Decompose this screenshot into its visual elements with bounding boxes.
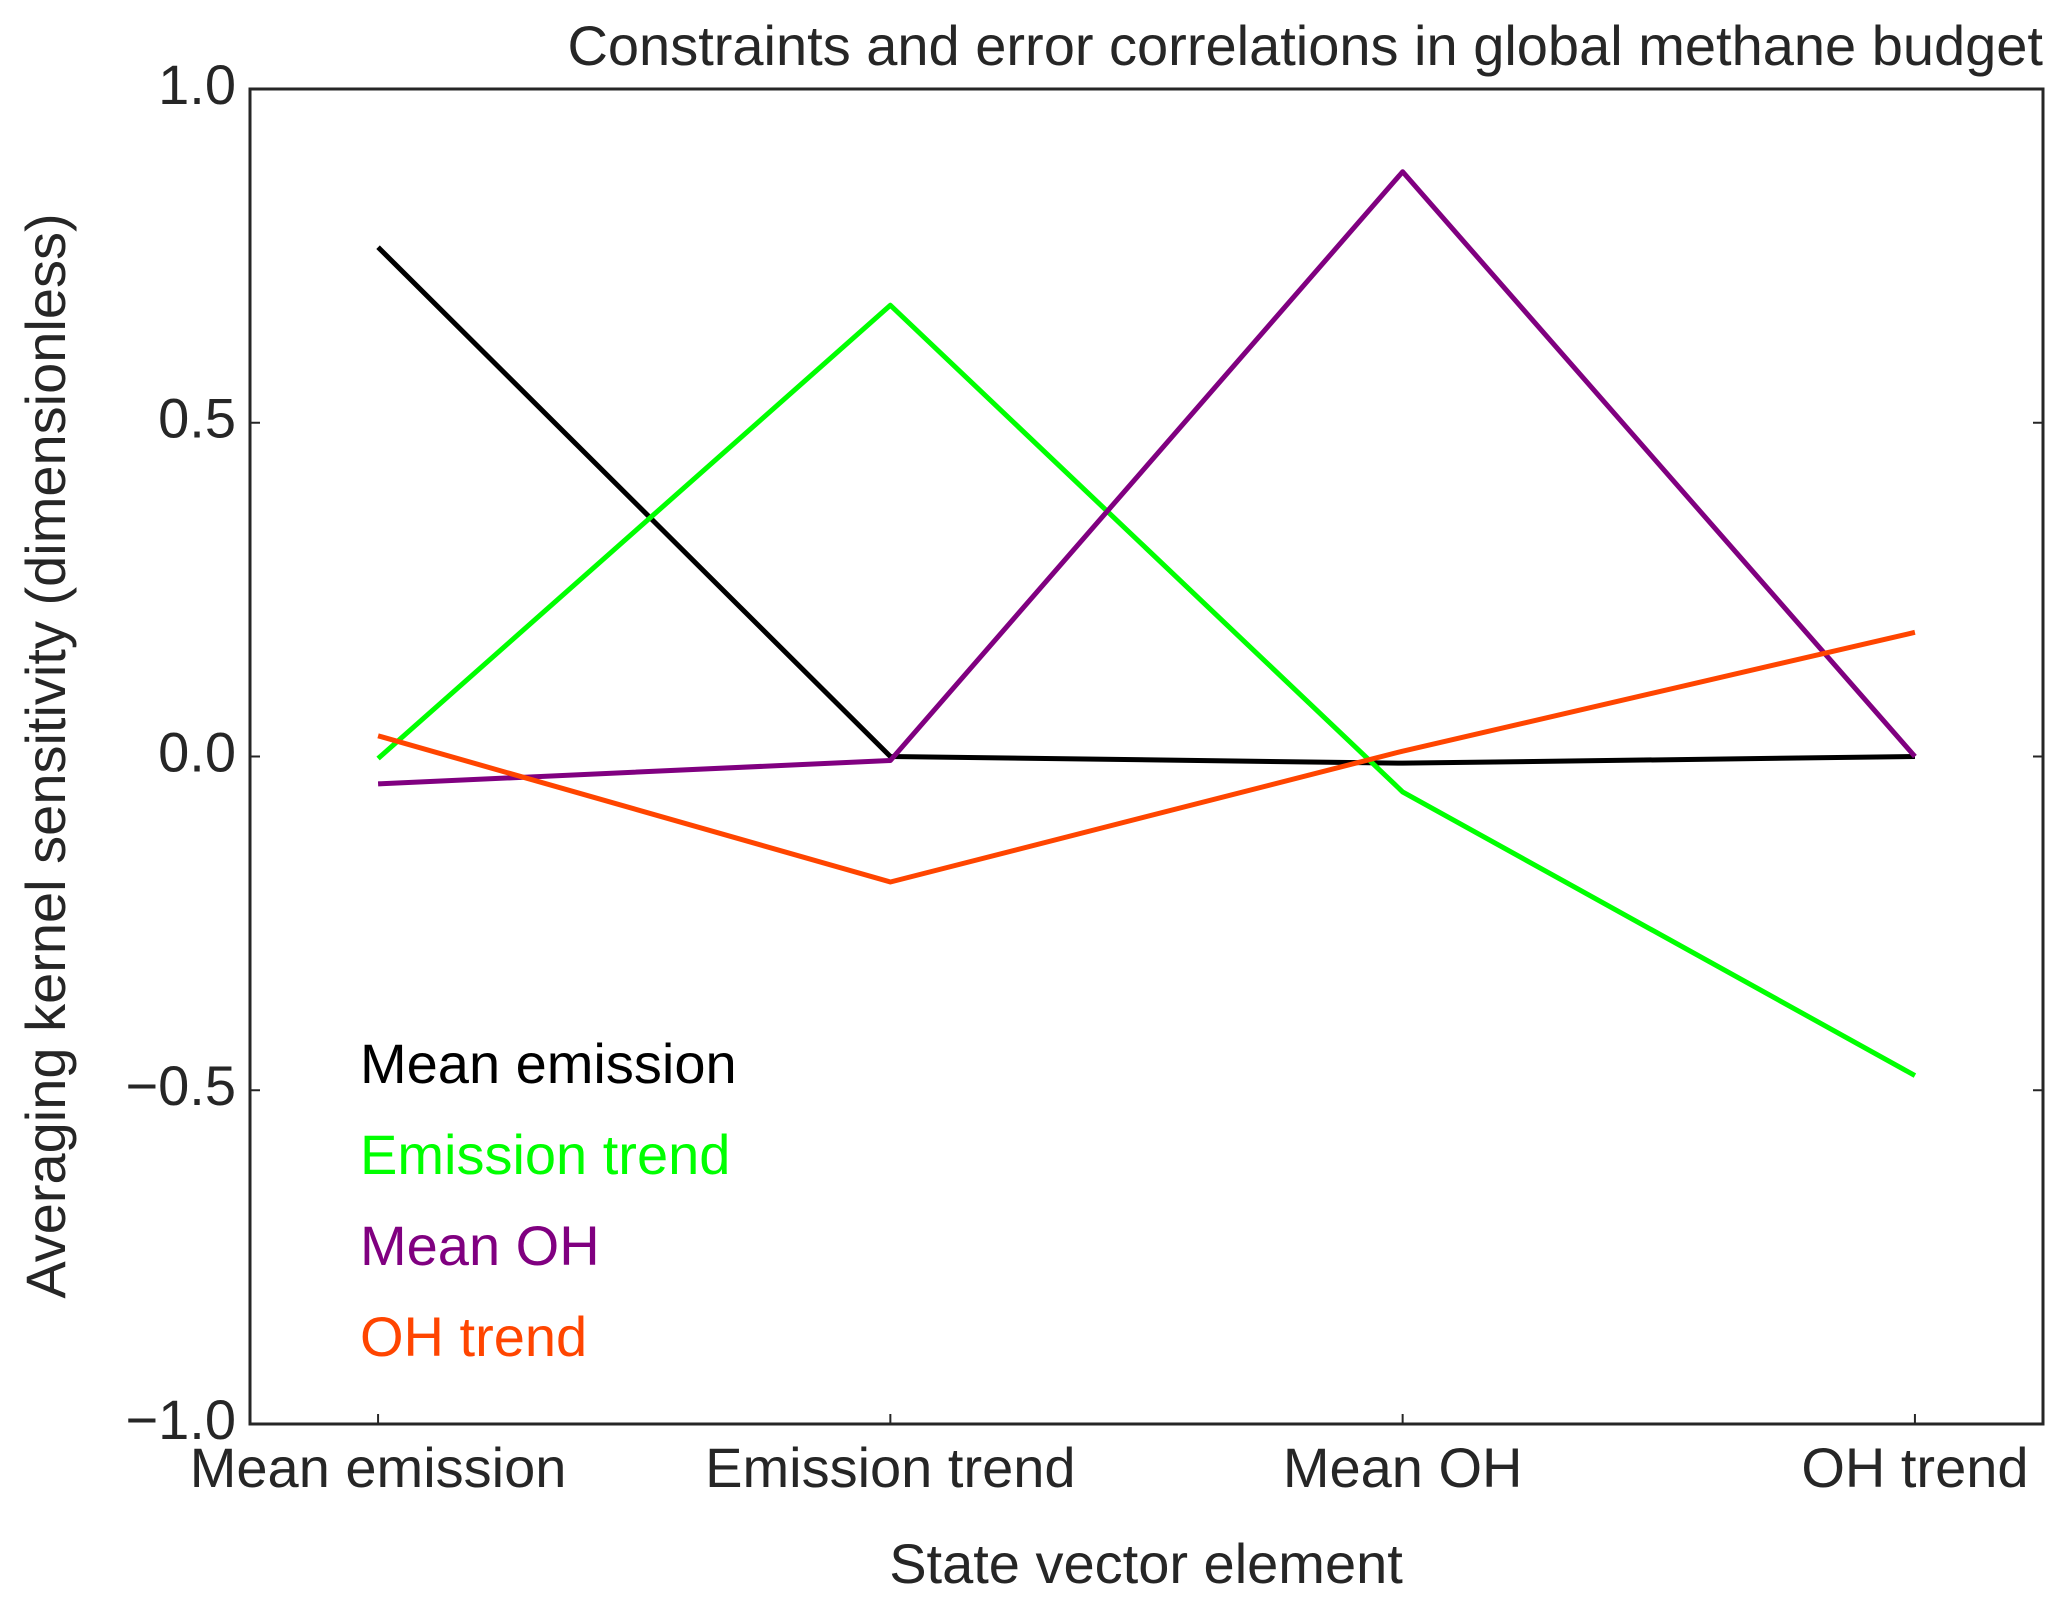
y-tick-label: −1.0: [125, 1388, 236, 1451]
data-line: [377, 629, 1916, 885]
x-tick-label: Mean emission: [190, 1436, 567, 1499]
legend-entry: Mean emission: [360, 1032, 737, 1095]
chart-title: Constraints and error correlations in gl…: [567, 14, 2043, 77]
data-line: [376, 245, 1915, 766]
y-axis-label: Averaging kernel sensitivity (dimensionl…: [14, 213, 77, 1298]
legend-entry: Mean OH: [360, 1214, 600, 1277]
data-line: [376, 302, 1917, 1078]
x-axis-label: State vector element: [889, 1532, 1403, 1595]
legend-entry: Emission trend: [360, 1123, 730, 1186]
y-tick-label: 0.5: [158, 387, 236, 450]
data-line: [377, 169, 1917, 787]
y-tick-label: 0.0: [158, 720, 236, 783]
y-tick-label: 1.0: [158, 53, 236, 116]
legend-entry: OH trend: [360, 1305, 587, 1368]
y-tick-label: −0.5: [125, 1054, 236, 1117]
x-tick-label: Mean OH: [1283, 1436, 1523, 1499]
x-tick-label: OH trend: [1801, 1436, 2028, 1499]
x-tick-label: Emission trend: [705, 1436, 1075, 1499]
